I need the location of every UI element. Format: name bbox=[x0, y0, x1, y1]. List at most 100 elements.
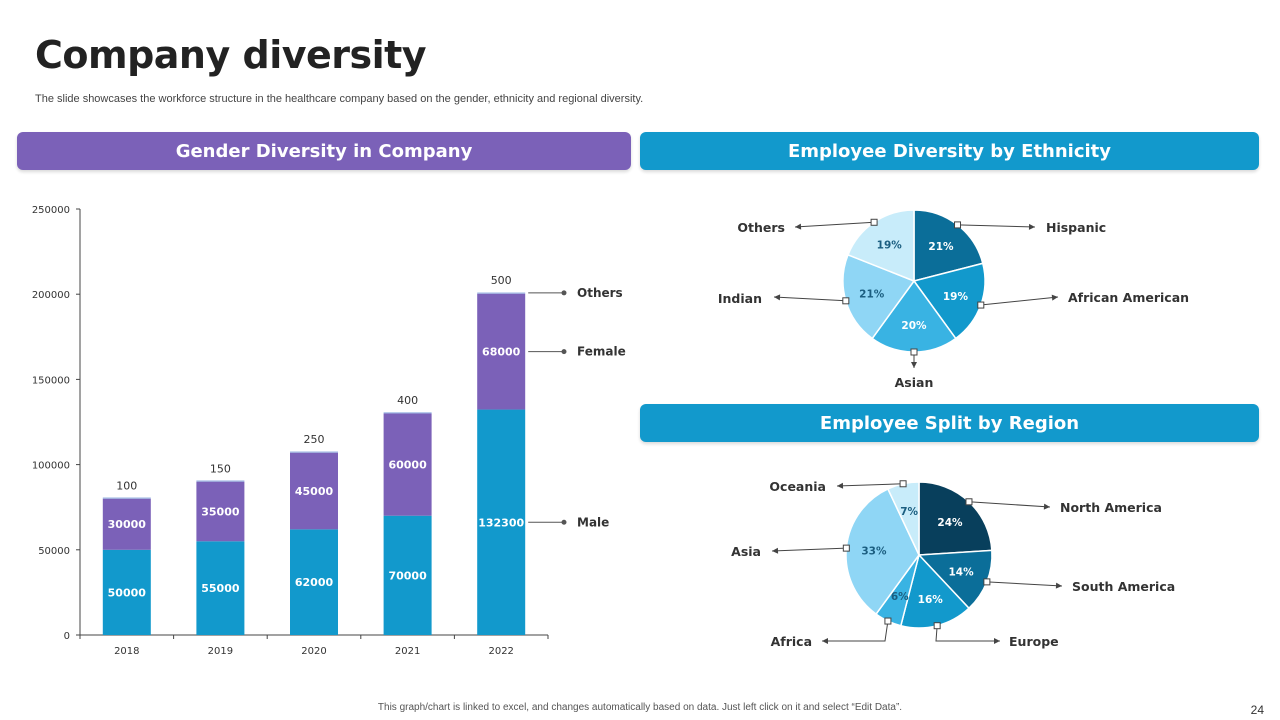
data-label-male: 70000 bbox=[388, 569, 427, 582]
callout-arrow bbox=[822, 638, 828, 644]
bar-male-2022 bbox=[477, 409, 526, 635]
callout-anchor bbox=[899, 480, 907, 488]
pie-value-label: 20% bbox=[901, 320, 927, 332]
bar-others-2020 bbox=[290, 451, 338, 453]
bar-others-2021 bbox=[383, 412, 432, 414]
pie-label-oceania: Oceania bbox=[769, 479, 826, 494]
data-label-male: 55000 bbox=[201, 582, 240, 595]
pie-value-label: 14% bbox=[949, 567, 975, 579]
page-number: 24 bbox=[1250, 703, 1264, 717]
data-label-others: 100 bbox=[116, 480, 137, 493]
data-label-female: 35000 bbox=[201, 505, 240, 518]
callout-arrow bbox=[994, 638, 1000, 644]
callout-anchor bbox=[910, 348, 918, 356]
callout-arrow bbox=[837, 482, 844, 489]
callout-anchor bbox=[965, 498, 973, 506]
data-label-others: 250 bbox=[304, 433, 325, 446]
pie-value-label: 7% bbox=[900, 506, 918, 518]
y-tick-label: 50000 bbox=[38, 546, 70, 557]
bar-female-2018 bbox=[102, 498, 151, 550]
pie-value-label: 21% bbox=[859, 288, 885, 300]
callout-arrow bbox=[795, 223, 802, 230]
callout-arrow bbox=[1028, 223, 1035, 230]
bar-others-2019 bbox=[196, 480, 245, 482]
bar-male-2018 bbox=[102, 549, 151, 635]
x-tick-label: 2022 bbox=[488, 646, 513, 657]
y-tick-label: 0 bbox=[64, 631, 70, 642]
callout-anchor bbox=[933, 622, 941, 630]
pie-label-africa: Africa bbox=[771, 634, 812, 649]
pie-label-hispanic: Hispanic bbox=[1046, 220, 1106, 235]
pie-label-indian: Indian bbox=[718, 291, 762, 306]
callout-arrow bbox=[911, 362, 917, 368]
pie-label-north-america: North America bbox=[1060, 500, 1162, 515]
callout-arrow bbox=[1043, 503, 1050, 510]
bar-female-2021 bbox=[383, 413, 432, 516]
data-label-others: 500 bbox=[491, 274, 512, 287]
pie-label-asia: Asia bbox=[731, 544, 761, 559]
callout-line bbox=[771, 547, 847, 552]
page-title: Company diversity bbox=[35, 33, 427, 77]
callout-arrow bbox=[774, 294, 781, 301]
data-label-female: 68000 bbox=[482, 346, 521, 359]
x-tick-label: 2020 bbox=[301, 646, 326, 657]
pie-value-label: 24% bbox=[937, 517, 963, 529]
legend-label-female: Female bbox=[577, 345, 626, 359]
pie-label-african-american: African American bbox=[1068, 290, 1189, 305]
pie-value-label: 16% bbox=[918, 594, 944, 606]
y-tick-label: 250000 bbox=[32, 205, 70, 216]
bar-male-2020 bbox=[290, 529, 338, 635]
callout-anchor bbox=[870, 218, 878, 226]
data-label-female: 60000 bbox=[388, 459, 427, 472]
legend-label-male: Male bbox=[577, 515, 609, 529]
bar-others-2018 bbox=[102, 497, 151, 499]
y-tick-label: 150000 bbox=[32, 375, 70, 386]
legend-dot bbox=[561, 519, 567, 525]
callout-anchor bbox=[954, 221, 962, 229]
callout-line bbox=[935, 625, 1000, 642]
callout-anchor bbox=[977, 301, 985, 309]
bar-female-2020 bbox=[290, 452, 338, 530]
callout-arrow bbox=[1055, 582, 1062, 589]
bar-male-2019 bbox=[196, 541, 245, 635]
pie-value-label: 19% bbox=[877, 240, 903, 252]
callout-anchor bbox=[842, 297, 850, 305]
callout-arrow bbox=[1051, 294, 1058, 301]
callout-line bbox=[836, 483, 904, 487]
x-tick-label: 2018 bbox=[114, 646, 139, 657]
data-label-male: 62000 bbox=[295, 576, 334, 589]
x-tick-label: 2021 bbox=[395, 646, 420, 657]
callout-line bbox=[957, 224, 1036, 228]
pie-value-label: 19% bbox=[943, 291, 969, 303]
legend-dot bbox=[561, 349, 567, 355]
callout-line bbox=[980, 296, 1059, 306]
callout-anchor bbox=[983, 578, 991, 586]
callout-line bbox=[794, 221, 875, 228]
pie-label-south-america: South America bbox=[1072, 579, 1175, 594]
pie-value-label: 21% bbox=[928, 241, 954, 253]
region-chart-header: Employee Split by Region bbox=[640, 404, 1259, 442]
pie-label-others: Others bbox=[737, 220, 785, 235]
pie-label-asian: Asian bbox=[895, 375, 934, 390]
pie-label-europe: Europe bbox=[1009, 634, 1059, 649]
legend-label-others: Others bbox=[577, 286, 623, 300]
legend-dot bbox=[561, 290, 567, 296]
data-label-female: 45000 bbox=[295, 485, 334, 498]
data-label-female: 30000 bbox=[108, 518, 147, 531]
data-label-others: 150 bbox=[210, 462, 231, 475]
x-tick-label: 2019 bbox=[208, 646, 233, 657]
data-label-others: 400 bbox=[397, 394, 418, 407]
bar-female-2019 bbox=[196, 481, 245, 542]
pie-value-label: 33% bbox=[861, 546, 887, 558]
callout-line bbox=[822, 620, 889, 642]
callout-line bbox=[968, 501, 1051, 508]
y-tick-label: 200000 bbox=[32, 290, 70, 301]
gender-chart-header: Gender Diversity in Company bbox=[17, 132, 631, 170]
callout-arrow bbox=[772, 547, 779, 554]
y-tick-label: 100000 bbox=[32, 461, 70, 472]
callout-line bbox=[986, 581, 1063, 587]
ethnicity-chart-header: Employee Diversity by Ethnicity bbox=[640, 132, 1259, 170]
